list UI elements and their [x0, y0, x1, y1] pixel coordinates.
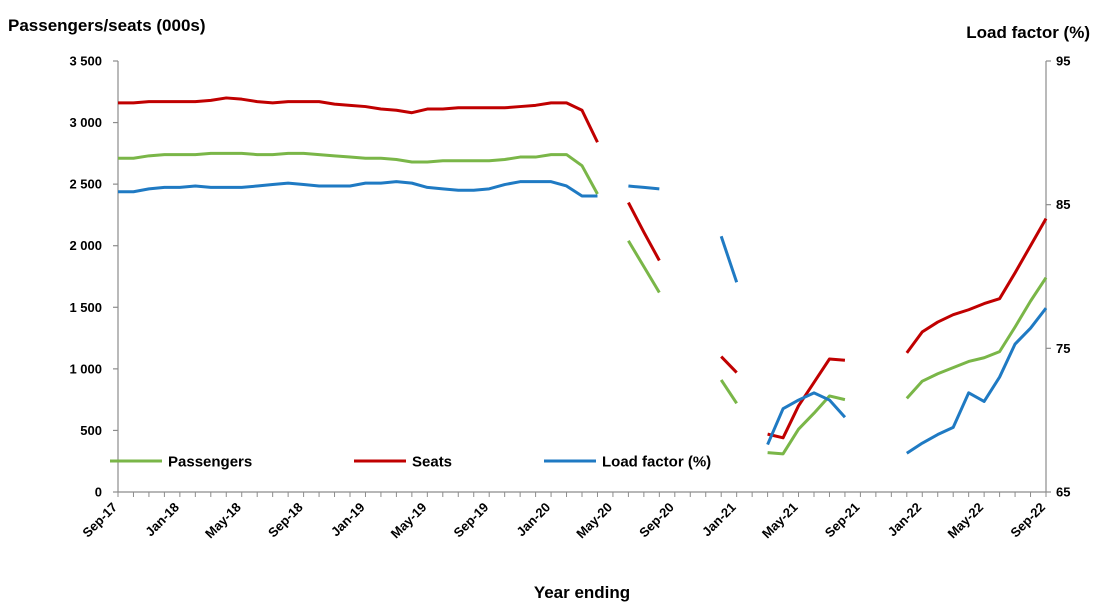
x-tick-label: Sep-22	[1007, 500, 1048, 541]
legend: Passengers Seats Load factor (%)	[110, 454, 711, 471]
right-tick-label: 95	[1056, 54, 1070, 69]
series-line-passengers	[719, 379, 738, 405]
left-tick-label: 3 000	[69, 115, 102, 130]
x-axis-title: Year ending	[534, 583, 630, 602]
legend-label: Load factor (%)	[602, 454, 711, 471]
x-tick-label: Jan-22	[885, 500, 925, 540]
series-line-load-factor	[118, 180, 598, 198]
x-tick-label: May-19	[388, 500, 430, 542]
series-line-seats	[767, 357, 846, 440]
left-tick-label: 1 500	[69, 300, 102, 315]
x-tick-label: May-18	[202, 500, 244, 542]
x-tick-label: Sep-17	[79, 500, 120, 541]
series-line-load-factor	[905, 307, 1048, 455]
left-tick-label: 0	[95, 485, 102, 500]
series-line-load-factor	[766, 391, 847, 446]
left-tick-label: 1 000	[69, 361, 102, 376]
series-line-seats	[720, 355, 738, 374]
x-tick-label: May-22	[944, 500, 986, 542]
x-tick-label: May-20	[573, 500, 615, 542]
series-line-passengers	[905, 276, 1048, 400]
series-line-load-factor	[719, 235, 739, 283]
x-tick-label: Jan-20	[513, 500, 553, 540]
series-line-seats	[118, 96, 599, 143]
x-tick-label: Jan-21	[699, 500, 739, 540]
series-line-passengers	[627, 240, 661, 294]
x-axis-ticks: Sep-17 Jan-18 May-18 Sep-18 Jan-19 May-19 Sep-…	[79, 492, 1048, 541]
legend-label: Seats	[412, 454, 452, 471]
x-tick-label: Sep-18	[265, 500, 306, 541]
x-tick-label: Jan-18	[142, 500, 182, 540]
series-line-seats	[627, 201, 661, 262]
right-tick-label: 75	[1056, 341, 1070, 356]
series-line-seats	[905, 217, 1048, 354]
legend-label: Passengers	[168, 454, 252, 471]
left-tick-label: 500	[80, 423, 102, 438]
x-tick-label: Jan-19	[328, 500, 368, 540]
left-axis-ticks: 0 500 1 000 1 500 2 000 2 500 3 000 3 500	[69, 54, 118, 500]
series-line-load-factor	[628, 184, 660, 191]
left-tick-label: 2 000	[69, 238, 102, 253]
x-tick-label: Sep-19	[451, 500, 492, 541]
series-line-passengers	[767, 394, 846, 456]
x-tick-label: May-21	[759, 500, 801, 542]
left-tick-label: 2 500	[69, 177, 102, 192]
x-tick-label: Sep-21	[822, 500, 863, 541]
left-tick-label: 3 500	[69, 54, 102, 69]
series-layer	[118, 96, 1048, 456]
right-tick-label: 65	[1056, 485, 1070, 500]
left-axis-title: Passengers/seats (000s)	[8, 16, 206, 35]
right-axis-ticks: 65 75 85 95	[1046, 54, 1070, 500]
series-line-passengers	[118, 151, 599, 195]
x-tick-label: Sep-20	[636, 500, 677, 541]
right-axis-title: Load factor (%)	[966, 23, 1090, 42]
right-tick-label: 85	[1056, 197, 1070, 212]
